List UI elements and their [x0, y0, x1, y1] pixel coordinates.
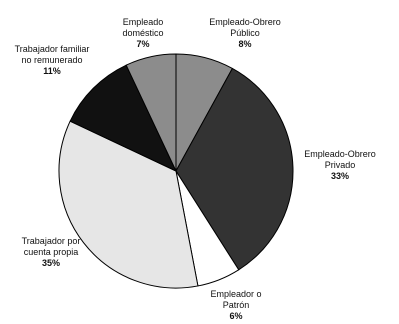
slice-label-empleado-obrero-privado: Empleado-Obrero Privado 33%	[304, 149, 376, 181]
slice-label-empleado-domestico: Empleado doméstico 7%	[122, 17, 164, 49]
pie-slice-1	[175, 67, 294, 271]
slice-label-empleador-o-patron: Empleador o Patrón 6%	[210, 289, 262, 321]
slice-label-trabajador-por-cuenta-propia: Trabajador por cuenta propia 35%	[21, 236, 81, 268]
pie-slice-5	[125, 53, 177, 172]
slice-label-trabajador-familiar: Trabajador familiar no remunerado 11%	[14, 44, 90, 76]
slice-label-empleado-obrero-publico: Empleado-Obrero Público 8%	[209, 17, 281, 49]
pie-slice-4	[69, 64, 177, 172]
pie-slice-3	[58, 120, 199, 289]
